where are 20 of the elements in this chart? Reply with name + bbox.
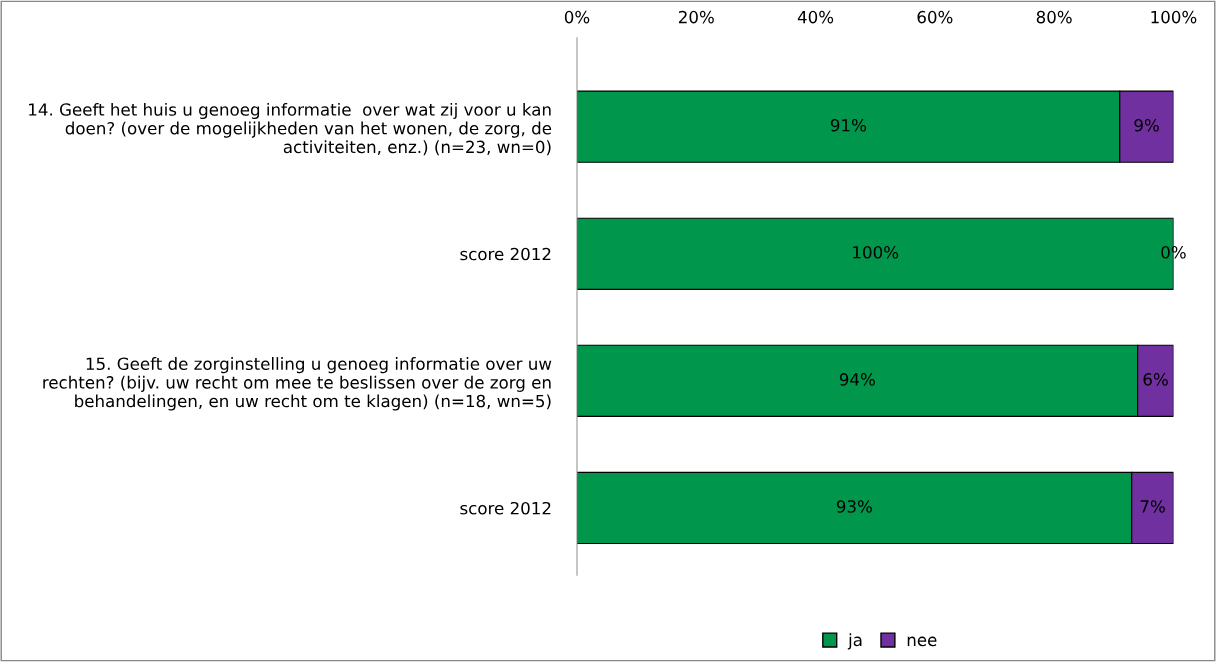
y-tick-label: 14. Geeft het huis u genoeg informatie over wat zij voor u kan doen? (over de mogelijkheden van het wonen, de zorg, de activiteiten, enz.) (n=23, wn=0) bbox=[29, 102, 552, 156]
x-tick-label: 60% bbox=[917, 10, 953, 24]
data-label: 0% bbox=[1161, 246, 1186, 259]
data-label: 91% bbox=[830, 118, 866, 132]
x-tick-label: 80% bbox=[1036, 10, 1072, 24]
y-tick-label: score 2012 bbox=[460, 247, 551, 261]
y-tick-label: 15. Geeft de zorginstelling u genoeg informatie over uw rechten? (bijv. uw recht om mee te beslissen over de zorg en behandelingen, en uw recht om te klagen) (n=18, wn=5) bbox=[43, 357, 552, 411]
legend-label: ja bbox=[847, 633, 862, 650]
y-tick-label: score 2012 bbox=[460, 501, 551, 515]
data-label: 9% bbox=[1134, 118, 1159, 132]
data-label: 100% bbox=[853, 246, 899, 259]
data-label: 93% bbox=[836, 500, 872, 513]
data-label: 7% bbox=[1140, 500, 1165, 513]
legend-label: nee bbox=[907, 636, 937, 647]
x-tick-label: 20% bbox=[678, 10, 714, 24]
x-tick-label: 0% bbox=[564, 10, 590, 24]
data-label: 94% bbox=[839, 373, 875, 386]
data-label: 6% bbox=[1143, 373, 1168, 386]
x-tick-label: 100% bbox=[1151, 10, 1197, 24]
x-tick-label: 40% bbox=[797, 10, 834, 24]
